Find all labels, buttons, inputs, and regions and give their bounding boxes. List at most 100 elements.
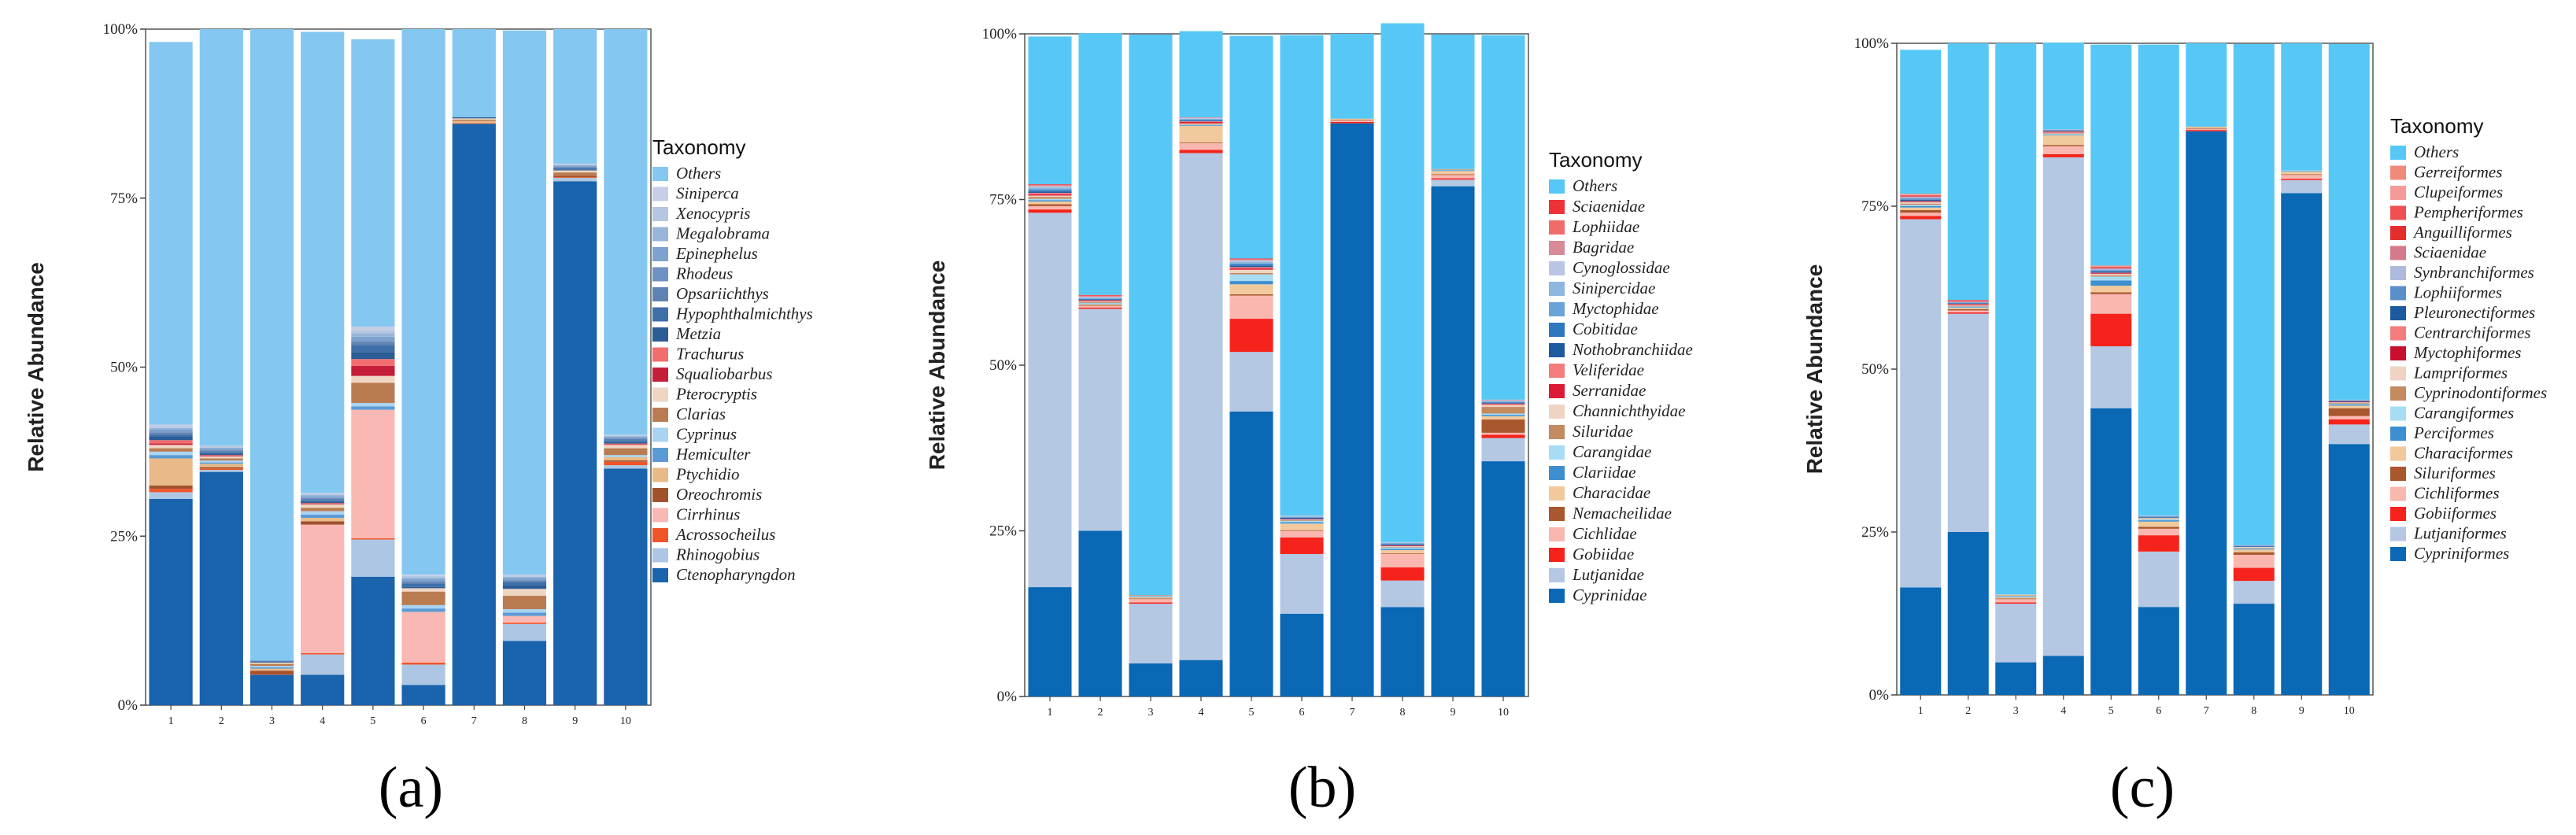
legend-swatch (1549, 343, 1565, 357)
bar-segment-siluriformes (2233, 552, 2275, 555)
chart-panel-2: 0% 25% 50% 75% 100% Relative Abundance 1 2 3 4 5 6 7… (925, 23, 1693, 820)
bar-segment-clariidae (1229, 281, 1273, 285)
legend-label: Rhodeus (675, 264, 733, 283)
legend-swatch (2390, 507, 2406, 521)
bar-segment-myctophidae (1481, 401, 1525, 403)
bar-segment-characidae (1380, 549, 1425, 554)
bar-segment-cyprinidae (1078, 530, 1122, 696)
bar-segment-siluriformes (2186, 127, 2227, 129)
x-tick-label: 5 (370, 715, 375, 727)
bar-segment-clarias (502, 595, 547, 610)
bar-segment-gobiiformes (2233, 567, 2275, 582)
bar-segment-others (301, 31, 345, 493)
bar-segment-carangidae (1431, 169, 1475, 171)
bar-segment-cyprinus (149, 451, 193, 456)
bar-segment-cypriniformes (1900, 587, 1942, 695)
bar-segment-carangiformes (2281, 170, 2323, 172)
y-tick-label: 100% (1854, 35, 1890, 52)
bar-segment-others (452, 29, 496, 117)
bar-segment-hemiculter (401, 608, 445, 612)
bar-segment-sciaenidae (1078, 294, 1122, 296)
legend-swatch (652, 408, 668, 422)
bar-segment-lophiiformes (2138, 516, 2179, 517)
bar-segment-clariidae (1280, 522, 1324, 524)
bar-segment-nothobranchiidae (1481, 402, 1525, 404)
bar-segment-cyprinus (351, 403, 395, 407)
legend-label: Squaliobarbus (676, 364, 773, 383)
bar-segment-siniperca (351, 326, 395, 331)
bar-segment-ctenopharyngdon (351, 576, 395, 705)
bar-segment-lutjanidae (1431, 179, 1475, 187)
bar-segment-cyprinodontiformes (2042, 133, 2084, 135)
bar-segment-others (351, 39, 395, 327)
bar-segment-cypriniformes (1995, 662, 2037, 695)
bar-segment-bagridae (1028, 185, 1072, 187)
bar-segment-others (149, 42, 193, 425)
y-tick-label: 25% (1861, 524, 1889, 541)
bar-segment-hypophthalmichthys (301, 500, 345, 502)
bar-segment-acrossocheilus (301, 652, 345, 655)
bar-segment-lophiiformes (1900, 198, 1942, 200)
bar-segment-clariidae (1078, 303, 1122, 305)
bar-segment-sinipercidae (1229, 261, 1273, 264)
x-tick-label: 5 (2108, 705, 2114, 717)
bar-segment-acrossocheilus (452, 123, 496, 124)
x-tick-label: 10 (620, 715, 631, 727)
legend-swatch (652, 247, 668, 261)
bar-segment-siluridae (1078, 302, 1122, 303)
legend-label: Cypriniformes (2414, 544, 2509, 563)
bar-segment-lutjanidae (1028, 212, 1072, 588)
bar-segment-lophiidae (1028, 184, 1072, 186)
bar-segment-rhinogobius (401, 664, 445, 685)
bar-segment-channichthyidae (1380, 545, 1425, 547)
bar-segment-metzia (604, 442, 648, 444)
legend-label: Siluridae (1573, 422, 1633, 441)
bar-segment-carangiformes (2042, 134, 2084, 135)
bar-segment-pterocryptis (553, 170, 597, 173)
x-tick-label: 9 (1451, 707, 1456, 719)
bar-segment-sinipercidae (1028, 187, 1072, 190)
bar-segment-carangiformes (1995, 596, 2037, 597)
bar-segment-cobitidae (1481, 402, 1525, 403)
bar-segment-nemacheilidae (1129, 598, 1173, 600)
bar-segment-cyprinus (502, 609, 547, 613)
legend-swatch (1549, 445, 1565, 460)
bar-segment-lampriformes (2233, 547, 2275, 548)
y-axis-title: Relative Abundance (1802, 264, 1827, 475)
bar-segment-others (2328, 43, 2370, 400)
bar-segment-gobiiformes (2186, 130, 2227, 131)
bar-segment-oreochromis (149, 485, 193, 490)
bar-segment-synbranchiformes (2138, 515, 2179, 517)
bar-segment-pempheriformes (2090, 267, 2132, 268)
bar-segment-cynoglossidae (1179, 117, 1223, 119)
bar-segment-veliferidae (1229, 267, 1273, 269)
bar-segment-myctophiformes (1900, 201, 1942, 203)
bar-segment-lampriformes (2328, 402, 2370, 404)
bar-segment-carangiformes (1947, 306, 1989, 308)
bar-segment-lutjaniformes (2281, 179, 2323, 194)
bar-segment-lampriformes (1947, 305, 1989, 306)
bar-segment-characiformes (1900, 207, 1942, 210)
bar-segment-megalobrama (401, 577, 445, 579)
bar-segment-ctenopharyngdon (502, 641, 547, 705)
bar-segment-others (1380, 23, 1425, 542)
bar-segment-siniperca (401, 575, 445, 576)
bar-segment-rhinogobius (553, 177, 597, 182)
y-tick-label: 75% (989, 192, 1017, 209)
bar-segment-serranidae (1229, 268, 1273, 270)
bar-segment-trachurus (604, 443, 648, 445)
x-tick-label: 3 (1148, 707, 1154, 719)
bar-segment-lampriformes (1995, 594, 2037, 596)
bar-segment-rhodeus (301, 497, 345, 500)
bar-segment-cyprinidae (1129, 663, 1173, 696)
bar-segment-opsariichthys (249, 660, 294, 662)
bar-segment-metzia (401, 586, 445, 589)
bar-segment-siluridae (1280, 520, 1324, 521)
bar-segment-perciformes (2281, 171, 2323, 172)
legend-swatch (2390, 286, 2406, 301)
bar-segment-hypophthalmichthys (249, 661, 294, 663)
bar-segment-cichliformes (2138, 528, 2179, 536)
legend-swatch (652, 187, 668, 201)
bar-segment-myctophiformes (2090, 273, 2132, 275)
